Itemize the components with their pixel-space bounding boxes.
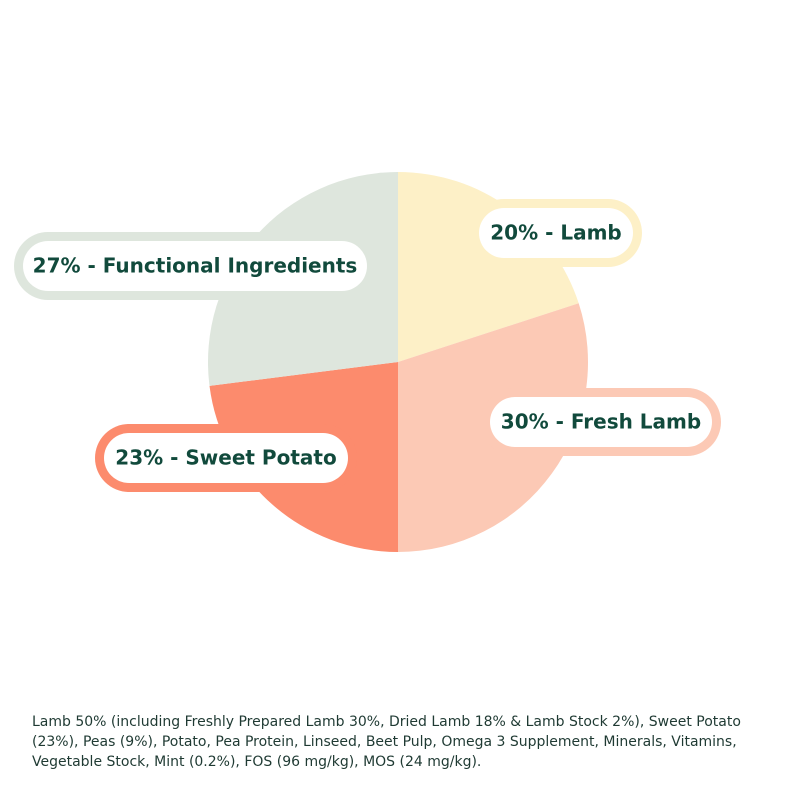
label-pill [479, 208, 633, 258]
label-pill [490, 397, 712, 447]
label-pill [23, 241, 367, 291]
pie-slice [398, 172, 579, 362]
label-pill [104, 433, 348, 483]
slice-label: 23% - Sweet Potato [115, 446, 336, 470]
ingredients-note: Lamb 50% (including Freshly Prepared Lam… [32, 714, 741, 770]
slice-label: 20% - Lamb [490, 221, 622, 245]
slice-label: 27% - Functional Ingredients [33, 254, 358, 278]
slice-label: 30% - Fresh Lamb [501, 410, 701, 434]
